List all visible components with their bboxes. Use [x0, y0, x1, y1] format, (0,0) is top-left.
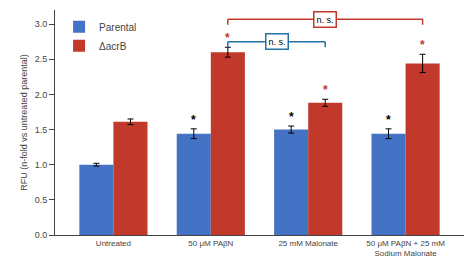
svg-text:0.0: 0.0: [35, 230, 48, 240]
svg-text:*: *: [420, 38, 425, 52]
svg-text:0.5: 0.5: [35, 195, 48, 205]
svg-text:*: *: [386, 113, 391, 127]
svg-text:3.0: 3.0: [35, 19, 48, 29]
svg-text:ΔacrB: ΔacrB: [99, 41, 127, 52]
svg-text:2.5: 2.5: [35, 54, 48, 64]
svg-text:*: *: [289, 110, 294, 124]
svg-text:RFU (n-fold vs untreated paren: RFU (n-fold vs untreated parental): [19, 54, 29, 191]
svg-text:1.0: 1.0: [35, 160, 48, 170]
svg-text:2.0: 2.0: [35, 90, 48, 100]
svg-text:50 μM PAβN: 50 μM PAβN: [188, 239, 233, 248]
svg-text:Parental: Parental: [99, 22, 136, 33]
svg-text:n. s.: n. s.: [269, 37, 286, 47]
svg-text:50 μM PAβN + 25 mMSodium Malon: 50 μM PAβN + 25 mMSodium Malonate: [366, 239, 445, 258]
svg-text:1.5: 1.5: [35, 125, 48, 135]
svg-text:*: *: [191, 113, 196, 127]
svg-text:n. s.: n. s.: [317, 15, 334, 25]
svg-text:Untreated: Untreated: [96, 239, 131, 248]
svg-text:*: *: [225, 31, 230, 45]
svg-text:*: *: [323, 83, 328, 97]
svg-text:25 mM Malonate: 25 mM Malonate: [278, 239, 338, 248]
